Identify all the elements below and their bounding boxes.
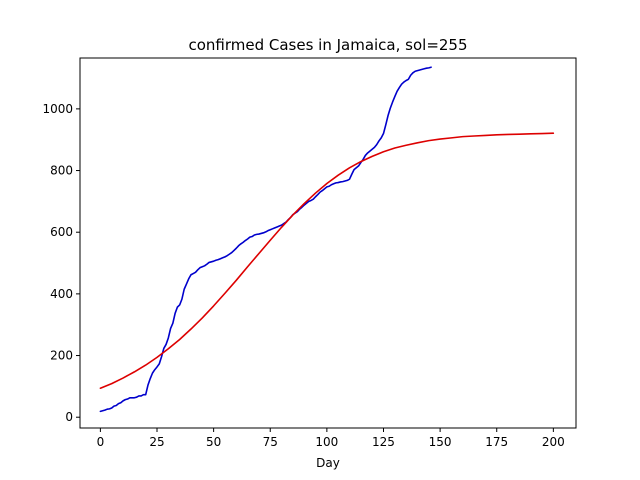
series-line-fit: [99, 132, 555, 390]
y-tick-label: 1000: [42, 102, 73, 116]
series-layer: [99, 66, 555, 413]
plot-frame: [79, 57, 577, 429]
x-tick-label: 200: [542, 435, 565, 449]
y-tick-label: 200: [50, 349, 73, 363]
y-tick-label: 400: [50, 287, 73, 301]
y-tick-label: 600: [50, 225, 73, 239]
chart-title: confirmed Cases in Jamaica, sol=255: [188, 36, 467, 54]
x-tick-label: 75: [263, 435, 278, 449]
x-axis-label: Day: [316, 456, 340, 470]
x-tick-label: 175: [485, 435, 508, 449]
x-tick-label: 0: [97, 435, 105, 449]
x-tick-label: 25: [149, 435, 164, 449]
x-tick-label: 100: [315, 435, 338, 449]
y-tick-label: 800: [50, 164, 73, 178]
series-line-confirmed: [99, 66, 432, 413]
y-tick-label: 0: [65, 410, 73, 424]
x-tick-label: 125: [372, 435, 395, 449]
x-axis: 0 25 50 75 100 125 150 175 200: [97, 428, 565, 449]
x-tick-label: 150: [429, 435, 452, 449]
y-axis: 0 200 400 600 800 1000: [42, 102, 80, 424]
x-tick-label: 50: [206, 435, 221, 449]
